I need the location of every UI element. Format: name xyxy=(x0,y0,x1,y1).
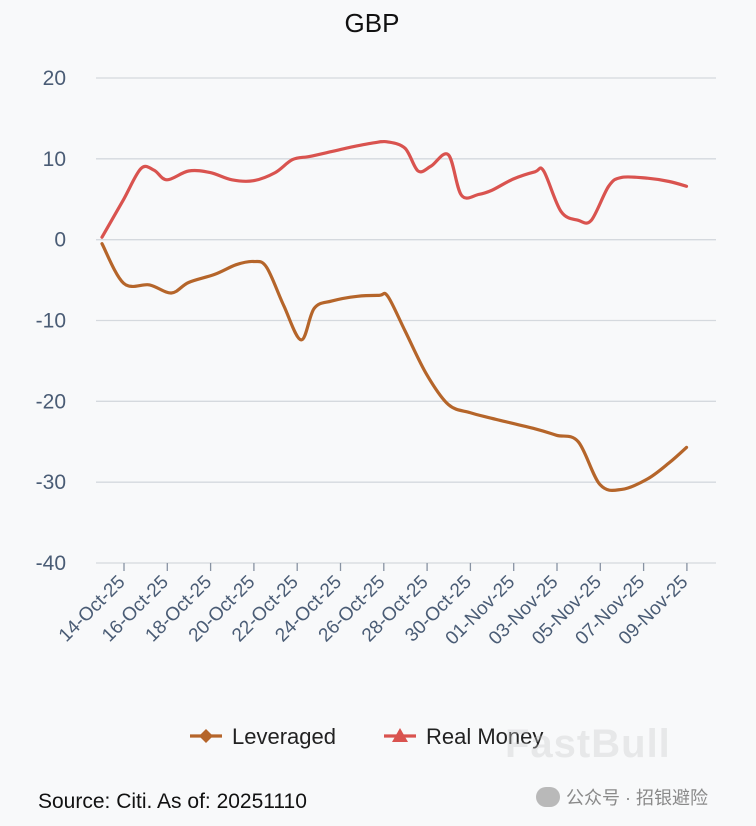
legend-label: Leveraged xyxy=(232,724,336,749)
chart-title: GBP xyxy=(345,8,400,38)
legend-item-leveraged[interactable]: Leveraged xyxy=(190,724,336,749)
y-tick-label: -20 xyxy=(36,390,66,413)
fastbull-watermark: FastBull xyxy=(505,722,671,766)
triangle-marker-icon xyxy=(392,728,408,742)
y-tick-label: 20 xyxy=(43,67,66,90)
y-tick-label: 0 xyxy=(54,229,66,252)
wechat-credit: 公众号 · 招银避险 xyxy=(536,784,708,810)
y-tick-label: -40 xyxy=(36,552,66,575)
diamond-marker-icon xyxy=(199,729,213,743)
wechat-label: 公众号 · 招银避险 xyxy=(566,788,708,808)
y-axis-tick-labels: 20 10 0 -10 -20 -30 -40 xyxy=(36,67,66,575)
series-line-leveraged xyxy=(100,242,689,493)
legend-label: Real Money xyxy=(426,724,543,749)
x-axis: 14-Oct-2516-Oct-2518-Oct-2520-Oct-2522-O… xyxy=(55,563,692,649)
y-tick-label: 10 xyxy=(43,148,66,171)
source-note: Source: Citi. As of: 20251110 xyxy=(38,790,307,813)
series-lines xyxy=(100,139,689,493)
grid-lines xyxy=(96,77,716,564)
chart-legend[interactable]: Leveraged Real Money xyxy=(190,724,543,749)
y-tick-label: -30 xyxy=(36,471,66,494)
legend-item-real-money[interactable]: Real Money xyxy=(384,724,543,749)
series-line-real-money xyxy=(100,139,689,239)
wechat-icon xyxy=(536,787,560,807)
y-tick-label: -10 xyxy=(36,310,66,333)
